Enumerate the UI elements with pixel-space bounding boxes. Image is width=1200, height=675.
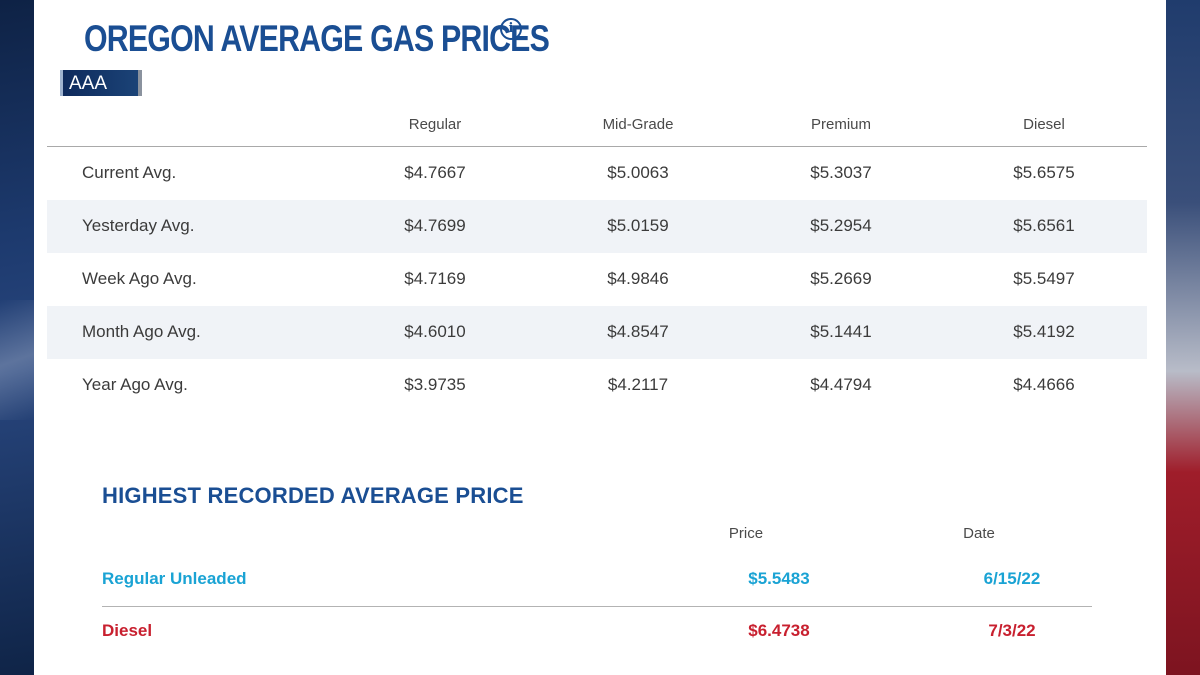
source-badge: AAA — [60, 70, 142, 96]
price-cell: $4.8547 — [607, 322, 669, 341]
price-cell: $4.9846 — [607, 269, 669, 288]
row-label: Week Ago Avg. — [82, 269, 197, 288]
row-label: Current Avg. — [82, 163, 177, 182]
price-cell: $5.0159 — [607, 216, 669, 235]
prices-table: Regular Mid-Grade Premium Diesel Current… — [47, 104, 1147, 412]
record-label: Regular Unleaded — [102, 569, 247, 588]
background-right-edge — [1166, 0, 1200, 675]
record-label: Diesel — [102, 621, 153, 640]
row-label: Year Ago Avg. — [82, 375, 188, 394]
info-icon[interactable]: i — [500, 18, 522, 40]
price-cell: $4.7699 — [404, 216, 466, 235]
highest-price-heading: HIGHEST RECORDED AVERAGE PRICE — [102, 483, 524, 508]
row-label: Yesterday Avg. — [82, 216, 195, 235]
record-date: 6/15/22 — [983, 569, 1041, 588]
record-price: $6.4738 — [748, 621, 810, 640]
gas-prices-panel: OREGON AVERAGE GAS PRICES i AAA Regular … — [34, 0, 1166, 675]
record-row-regular: Regular Unleaded $5.5483 6/15/22 — [102, 556, 1092, 607]
price-cell: $5.2954 — [810, 216, 872, 235]
page-title: OREGON AVERAGE GAS PRICES — [84, 18, 550, 59]
price-cell: $5.3037 — [810, 163, 872, 182]
price-cell: $5.6575 — [1013, 163, 1075, 182]
price-cell: $5.1441 — [810, 322, 872, 341]
price-cell: $4.2117 — [607, 375, 669, 394]
row-label: Month Ago Avg. — [82, 322, 201, 341]
table-row: Month Ago Avg. $4.6010 $4.8547 $5.1441 $… — [47, 306, 1147, 359]
record-row-diesel: Diesel $6.4738 7/3/22 — [102, 608, 1092, 658]
price-cell: $4.7169 — [404, 269, 466, 288]
table-row: Year Ago Avg. $3.9735 $4.2117 $4.4794 $4… — [47, 359, 1147, 412]
record-price: $5.5483 — [748, 569, 810, 588]
column-header-date: Date — [963, 525, 995, 542]
price-cell: $5.0063 — [607, 163, 669, 182]
column-header-premium: Premium — [810, 116, 871, 133]
price-cell: $4.6010 — [404, 322, 466, 341]
record-date: 7/3/22 — [988, 621, 1036, 640]
price-cell: $3.9735 — [404, 375, 466, 394]
column-header-mid-grade: Mid-Grade — [602, 116, 674, 133]
price-cell: $5.5497 — [1013, 269, 1075, 288]
background-left-edge — [0, 0, 34, 675]
table-row: Week Ago Avg. $4.7169 $4.9846 $5.2669 $5… — [47, 253, 1147, 306]
column-header-diesel: Diesel — [1023, 116, 1065, 133]
price-cell: $4.7667 — [404, 163, 466, 182]
column-header-regular: Regular — [408, 116, 462, 133]
table-row: Current Avg. $4.7667 $5.0063 $5.3037 $5.… — [47, 147, 1147, 200]
price-cell: $4.4794 — [810, 375, 872, 394]
table-row: Yesterday Avg. $4.7699 $5.0159 $5.2954 $… — [47, 200, 1147, 253]
table-header: Regular Mid-Grade Premium Diesel — [47, 104, 1147, 147]
column-header-price: Price — [728, 525, 764, 542]
price-cell: $4.4666 — [1013, 375, 1075, 394]
price-cell: $5.2669 — [810, 269, 872, 288]
price-cell: $5.6561 — [1013, 216, 1075, 235]
price-cell: $5.4192 — [1013, 322, 1075, 341]
